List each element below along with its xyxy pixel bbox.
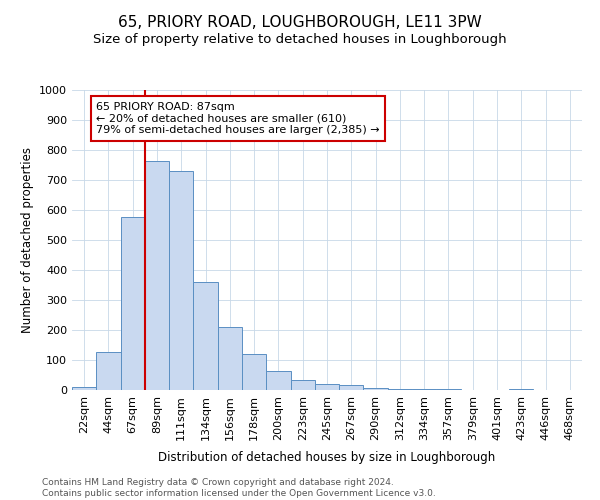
Bar — [169, 171, 193, 390]
X-axis label: Distribution of detached houses by size in Loughborough: Distribution of detached houses by size … — [158, 451, 496, 464]
Text: Size of property relative to detached houses in Loughborough: Size of property relative to detached ho… — [93, 32, 507, 46]
Bar — [509, 388, 533, 390]
Bar — [436, 388, 461, 390]
Text: 65, PRIORY ROAD, LOUGHBOROUGH, LE11 3PW: 65, PRIORY ROAD, LOUGHBOROUGH, LE11 3PW — [118, 15, 482, 30]
Y-axis label: Number of detached properties: Number of detached properties — [20, 147, 34, 333]
Text: 65 PRIORY ROAD: 87sqm
← 20% of detached houses are smaller (610)
79% of semi-det: 65 PRIORY ROAD: 87sqm ← 20% of detached … — [96, 102, 380, 135]
Bar — [290, 380, 315, 390]
Bar — [96, 352, 121, 390]
Bar — [315, 384, 339, 390]
Bar — [218, 327, 242, 390]
Bar — [193, 282, 218, 390]
Bar — [388, 388, 412, 390]
Bar — [412, 388, 436, 390]
Bar — [266, 371, 290, 390]
Bar — [121, 216, 145, 390]
Bar — [145, 160, 169, 390]
Bar — [339, 384, 364, 390]
Bar — [72, 387, 96, 390]
Text: Contains HM Land Registry data © Crown copyright and database right 2024.
Contai: Contains HM Land Registry data © Crown c… — [42, 478, 436, 498]
Bar — [364, 388, 388, 390]
Bar — [242, 354, 266, 390]
